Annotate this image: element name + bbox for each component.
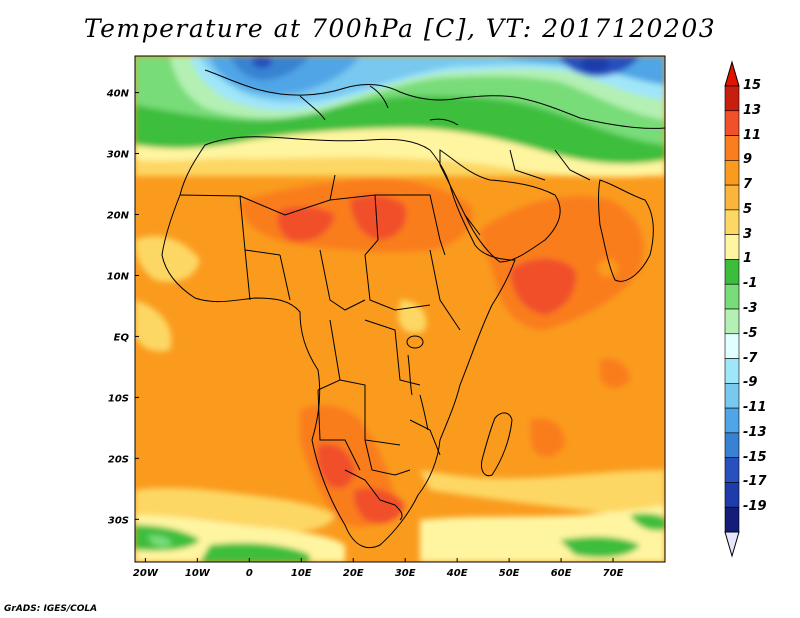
india-coastline (598, 179, 654, 282)
lat-tick-label: 20N (107, 211, 130, 222)
map-frame (134, 55, 666, 563)
lat-tick-label: 30N (107, 150, 130, 161)
colorbar-swatch (724, 457, 740, 483)
latitude-axis: 40N 30N 20N 10N EQ 10S 20S 30S (106, 89, 139, 526)
colorbar-label: -17 (743, 474, 767, 490)
lon-tick-label: 10W (185, 568, 211, 579)
colorbar-label: -15 (743, 449, 767, 465)
colorbar-label: -5 (743, 325, 758, 341)
lat-tick-label: 10N (107, 271, 130, 282)
lon-tick-label: 20E (343, 568, 364, 579)
colorbar-label: 5 (743, 201, 753, 217)
colorbar-label: -13 (743, 424, 767, 440)
colorbar-top-arrow (724, 60, 740, 87)
colorbar-label: 13 (743, 102, 762, 118)
colorbar-swatch (724, 160, 740, 186)
lon-tick-label: 10E (291, 568, 312, 579)
lon-tick-label: 70E (603, 568, 624, 579)
colorbar-label: -7 (743, 350, 758, 366)
lat-tick-label: 30S (108, 515, 129, 526)
map-title: Temperature at 700hPa [C], VT: 201712020… (83, 14, 717, 43)
colorbar-swatch (724, 85, 740, 112)
colorbar-label: -9 (743, 375, 758, 391)
lat-tick-label: 10S (108, 393, 129, 404)
madagascar-coastline (481, 412, 513, 477)
colorbar-swatch (724, 407, 740, 434)
lon-tick-label: 60E (551, 568, 572, 579)
lon-tick-label: 20W (133, 568, 159, 579)
colorbar-swatch (724, 358, 740, 384)
colorbar-swatch (724, 110, 740, 136)
coastlines (161, 69, 665, 548)
lon-tick-label: 40E (446, 568, 468, 579)
colorbar-swatch (724, 259, 740, 285)
lat-tick-label: 20S (108, 454, 129, 465)
colorbar-label: 7 (743, 177, 753, 193)
credit-text: GrADS: IGES/COLA (4, 604, 98, 614)
colorbar-label: 1 (743, 251, 753, 267)
colorbar-label: 15 (743, 78, 762, 93)
arabia-coastline (439, 149, 561, 263)
colorbar-swatch (724, 234, 740, 260)
lon-tick-label: 50E (499, 568, 520, 579)
colorbar-label: -1 (743, 276, 758, 292)
colorbar-swatch (724, 209, 740, 235)
colorbar-label: -19 (743, 499, 767, 515)
colorbar-swatch (724, 308, 740, 335)
colorbar-swatch (724, 482, 740, 508)
colorbar (724, 60, 740, 558)
colorbar-swatch (724, 432, 740, 458)
lon-tick-label: 0 (246, 568, 253, 579)
colorbar-label: 11 (743, 127, 762, 143)
lon-tick-label: 30E (395, 568, 416, 579)
africa-coastline (161, 136, 516, 548)
colorbar-bottom-arrow (724, 531, 740, 558)
colorbar-label: -11 (743, 400, 767, 416)
lat-tick-label: 40N (106, 89, 130, 100)
colorbar-label: 9 (743, 152, 753, 168)
colorbar-swatch (724, 283, 740, 310)
longitude-axis: 20W 10W 0 10E 20E 30E 40E 50E 60E 70E (133, 558, 624, 579)
colorbar-swatch (724, 506, 740, 533)
colorbar-label: 3 (743, 226, 753, 242)
colorbar-label: -3 (743, 301, 758, 316)
colorbar-swatch (724, 333, 740, 359)
colorbar-swatch (724, 135, 740, 161)
colorbar-swatch (724, 184, 740, 211)
colorbar-swatch (724, 383, 740, 409)
lat-tick-label: EQ (114, 332, 130, 343)
